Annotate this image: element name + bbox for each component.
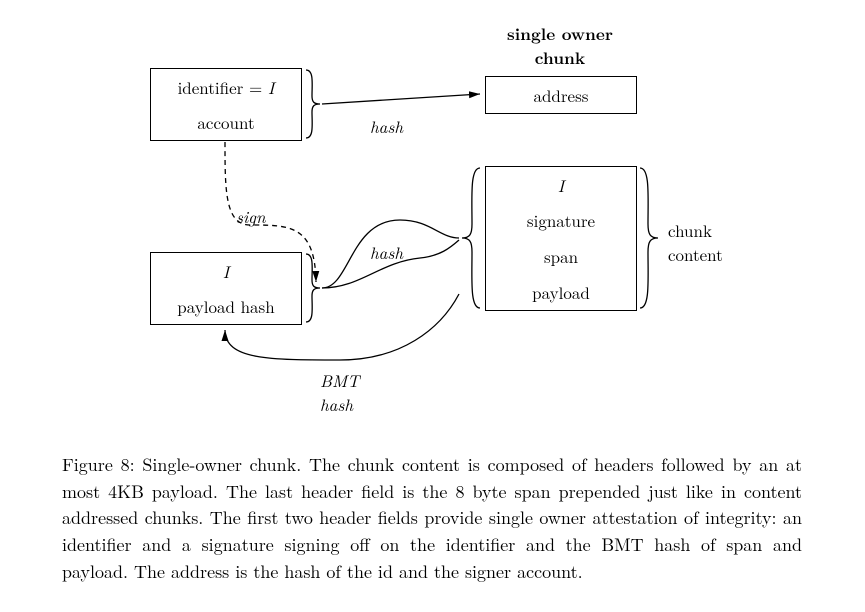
label-bmt-hash: hash: [320, 392, 353, 416]
label-chunk-content: chunk content: [668, 218, 723, 266]
diagram-title: single owner chunk: [460, 22, 660, 70]
box-address: address: [485, 76, 637, 114]
box-payload: payload: [485, 274, 637, 311]
label-sign: sign: [236, 204, 266, 228]
brace-left-top: [306, 70, 320, 138]
caption-body: Single-owner chunk. The chunk content is…: [62, 452, 802, 584]
figure-page: { "diagram": { "title": "single owner\nc…: [0, 0, 865, 612]
box-signature: signature: [485, 202, 637, 239]
box-payload-hash-label: payload hash: [177, 294, 274, 318]
box-span: span: [485, 238, 637, 275]
box-i-left: I: [150, 252, 302, 290]
caption-prefix: Figure 8:: [62, 452, 142, 477]
box-i-right: I: [485, 166, 637, 204]
brace-chunk-left: [462, 168, 480, 308]
label-bmt: BMT: [320, 368, 359, 392]
brace-chunk-right: [640, 168, 658, 308]
box-account-label: account: [197, 110, 254, 134]
box-identifier-label: identifier = I: [178, 75, 275, 99]
box-payload-label: payload: [532, 280, 590, 304]
brace-left-bottom: [306, 254, 320, 322]
box-i-left-label: I: [223, 259, 230, 283]
box-signature-label: signature: [527, 208, 595, 232]
box-span-label: span: [544, 244, 578, 268]
label-hash-mid: hash: [370, 240, 403, 264]
box-account: account: [150, 104, 302, 141]
figure-caption: Figure 8: Single-owner chunk. The chunk …: [62, 452, 802, 585]
diagram-overlay: [0, 0, 865, 440]
box-address-label: address: [533, 83, 588, 107]
edge-hash-top: [322, 94, 480, 104]
box-i-right-label: I: [558, 173, 565, 197]
diagram: single owner chunk identifier = I accoun…: [0, 0, 865, 440]
box-identifier: identifier = I: [150, 68, 302, 106]
label-hash-top: hash: [370, 114, 403, 138]
box-payload-hash: payload hash: [150, 288, 302, 325]
